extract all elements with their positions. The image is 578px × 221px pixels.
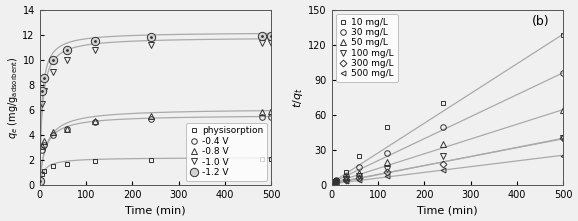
50 mg/L (384, 160, 391, 163)
Line: 10 mg/L: 10 mg/L (332, 33, 566, 183)
50 mg/L (560, 109, 566, 111)
10 mg/L (331, 180, 338, 182)
Line: 500 mg/L: 500 mg/L (332, 153, 566, 186)
30 mg/L (384, 152, 391, 155)
300 mg/L (342, 178, 349, 181)
100 mg/L (560, 137, 566, 139)
Line: 300 mg/L: 300 mg/L (332, 136, 566, 185)
Legend: 10 mg/L, 30 mg/L, 50 mg/L, 100 mg/L, 300 mg/L, 500 mg/L: 10 mg/L, 30 mg/L, 50 mg/L, 100 mg/L, 300… (336, 14, 398, 82)
10 mg/L (560, 34, 566, 37)
Line: 50 mg/L: 50 mg/L (331, 107, 566, 185)
100 mg/L (333, 181, 340, 183)
500 mg/L (342, 180, 349, 182)
Y-axis label: $q_e\ \rm{(mg/g_{adsorbent})}$: $q_e\ \rm{(mg/g_{adsorbent})}$ (6, 56, 20, 139)
30 mg/L (331, 180, 338, 183)
500 mg/L (333, 181, 340, 184)
10 mg/L (342, 171, 349, 173)
30 mg/L (356, 166, 363, 169)
Text: (b): (b) (532, 15, 549, 28)
300 mg/L (439, 163, 446, 165)
50 mg/L (333, 180, 340, 183)
X-axis label: Time (min): Time (min) (125, 206, 186, 215)
300 mg/L (356, 177, 363, 179)
500 mg/L (356, 178, 363, 181)
300 mg/L (333, 181, 340, 183)
10 mg/L (439, 102, 446, 105)
500 mg/L (439, 168, 446, 171)
Line: 100 mg/L: 100 mg/L (331, 135, 566, 185)
500 mg/L (560, 154, 566, 157)
30 mg/L (342, 174, 349, 177)
Line: 30 mg/L: 30 mg/L (331, 70, 566, 184)
100 mg/L (439, 154, 446, 157)
10 mg/L (356, 154, 363, 157)
300 mg/L (384, 171, 391, 173)
300 mg/L (560, 137, 566, 139)
X-axis label: Time (min): Time (min) (417, 206, 478, 215)
30 mg/L (333, 179, 340, 182)
30 mg/L (560, 71, 566, 74)
100 mg/L (356, 174, 363, 177)
100 mg/L (331, 181, 338, 184)
50 mg/L (356, 172, 363, 175)
Legend: physisorption, -0.4 V, -0.8 V, -1.0 V, -1.2 V: physisorption, -0.4 V, -0.8 V, -1.0 V, -… (187, 123, 266, 181)
300 mg/L (331, 181, 338, 184)
10 mg/L (333, 178, 340, 181)
100 mg/L (342, 177, 349, 180)
50 mg/L (331, 181, 338, 183)
30 mg/L (439, 125, 446, 128)
50 mg/L (439, 143, 446, 145)
500 mg/L (331, 182, 338, 185)
50 mg/L (342, 176, 349, 179)
Y-axis label: $t/q_t$: $t/q_t$ (291, 87, 306, 108)
10 mg/L (384, 125, 391, 128)
500 mg/L (384, 174, 391, 177)
100 mg/L (384, 167, 391, 170)
